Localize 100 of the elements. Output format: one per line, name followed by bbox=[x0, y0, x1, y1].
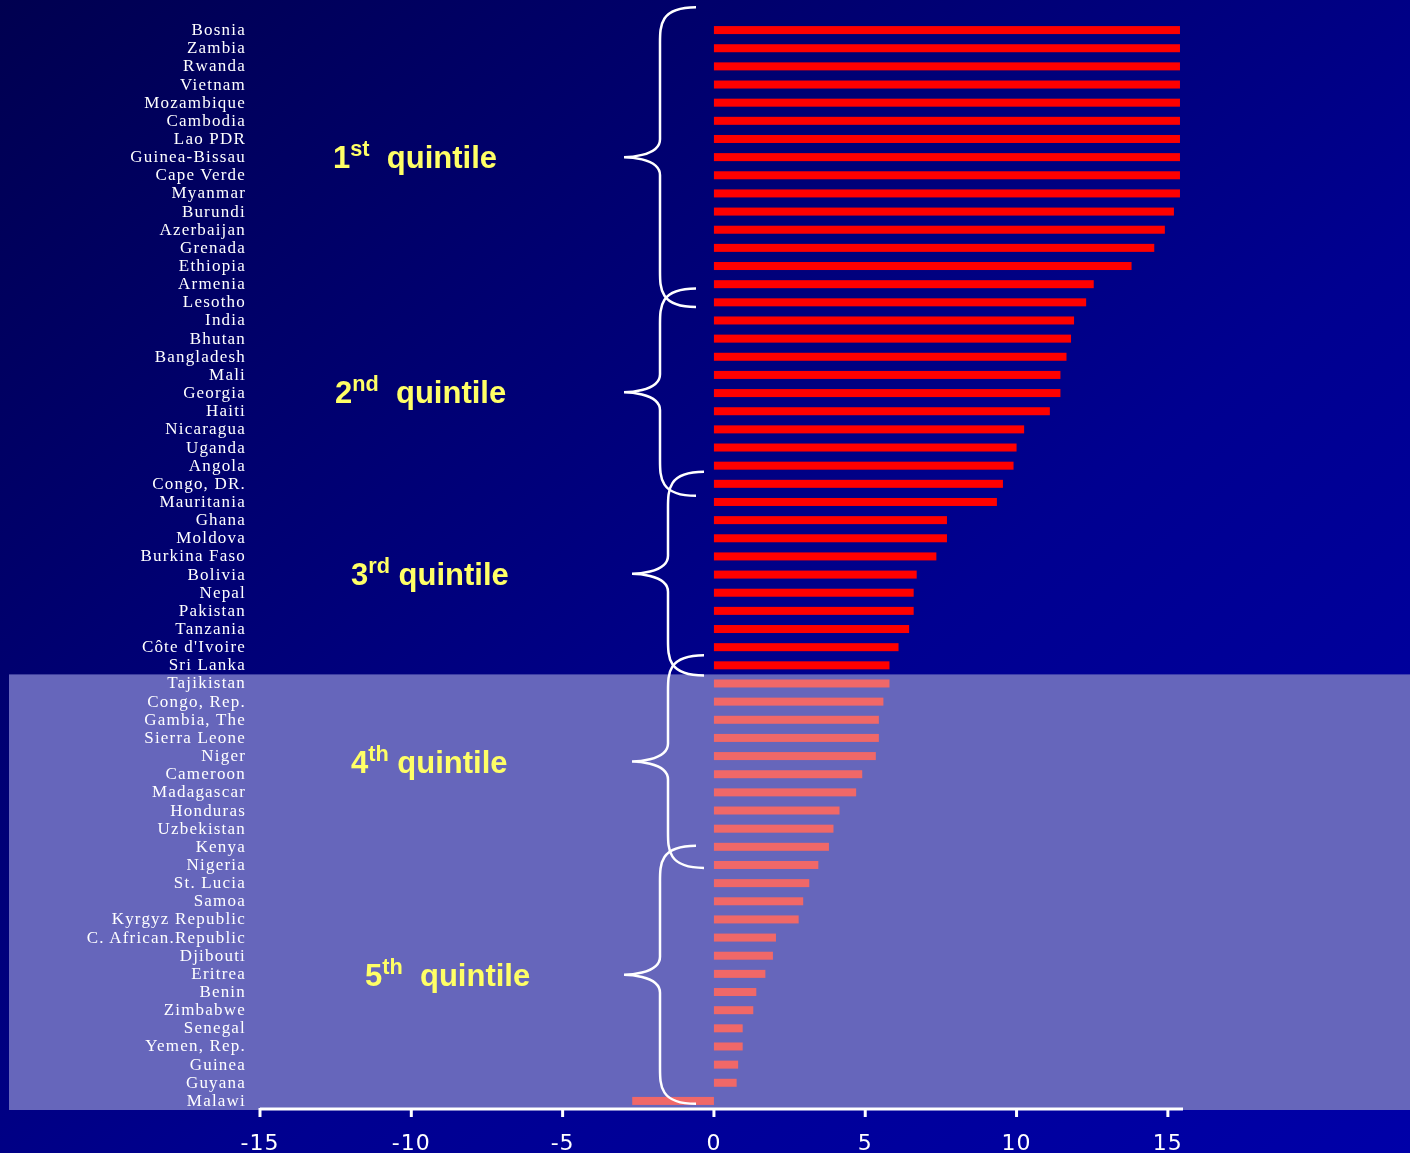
y-tick-label: Benin bbox=[199, 982, 246, 1002]
y-tick-label: Lao PDR bbox=[173, 128, 246, 148]
y-tick-label: Zambia bbox=[186, 38, 246, 58]
bar bbox=[713, 171, 1180, 180]
bar bbox=[713, 860, 819, 869]
y-tick-label: Cameroon bbox=[165, 764, 246, 784]
bar bbox=[713, 389, 1061, 398]
annotation: 2$^{nd}$ quintile bbox=[335, 370, 507, 411]
bar bbox=[713, 262, 1132, 271]
bar bbox=[713, 733, 879, 742]
bar bbox=[713, 824, 834, 833]
y-tick-label: Mali bbox=[209, 364, 246, 384]
y-tick-label: Côte d'Ivoire bbox=[141, 637, 246, 657]
bar bbox=[713, 552, 937, 561]
bar bbox=[713, 897, 804, 906]
y-tick-label: Guinea bbox=[189, 1054, 246, 1074]
y-tick-label: Sri Lanka bbox=[168, 655, 246, 675]
y-tick-label: Rwanda bbox=[183, 56, 246, 76]
bar bbox=[713, 770, 863, 779]
y-tick-label: Bangladesh bbox=[154, 346, 246, 366]
y-tick-label: Haiti bbox=[206, 401, 246, 421]
bar bbox=[713, 497, 997, 506]
bar bbox=[713, 806, 840, 815]
y-tick-label: Azerbaijan bbox=[159, 219, 246, 239]
bar bbox=[713, 443, 1017, 452]
y-tick-label: India bbox=[205, 310, 246, 330]
bar bbox=[713, 588, 914, 597]
y-tick-label: Uzbekistan bbox=[157, 818, 246, 838]
x-tick-label: 10 bbox=[1001, 1130, 1032, 1153]
bar bbox=[713, 1024, 743, 1033]
bar bbox=[713, 679, 890, 688]
bar bbox=[713, 243, 1155, 252]
y-tick-label: Zimbabwe bbox=[163, 1000, 246, 1020]
bar bbox=[713, 697, 884, 706]
y-tick-label: Bolivia bbox=[187, 564, 246, 584]
y-tick-label: Burundi bbox=[181, 201, 246, 221]
bar bbox=[713, 570, 917, 579]
x-tick-label: -10 bbox=[391, 1130, 431, 1153]
y-tick-label: Congo, Rep. bbox=[147, 691, 246, 711]
y-tick-label: Yemen, Rep. bbox=[145, 1036, 246, 1056]
annotation: 5$^{th}$ quintile bbox=[365, 953, 531, 993]
y-tick-label: Guyana bbox=[185, 1072, 246, 1092]
y-tick-label: Armenia bbox=[178, 274, 246, 294]
bar bbox=[713, 879, 810, 888]
annotation: 3$^{rd}$ quintile bbox=[351, 552, 509, 592]
bar bbox=[713, 225, 1165, 234]
y-tick-label: Guinea-Bissau bbox=[130, 147, 246, 167]
y-tick-label: Senegal bbox=[183, 1018, 246, 1038]
y-tick-label: Bosnia bbox=[191, 20, 246, 40]
y-tick-label: Mozambique bbox=[144, 92, 246, 112]
bar bbox=[713, 915, 799, 924]
bar bbox=[713, 606, 914, 615]
bar bbox=[713, 116, 1180, 125]
annotation: 1$^{st}$ quintile bbox=[333, 135, 497, 176]
bar bbox=[713, 298, 1087, 307]
bar bbox=[713, 534, 947, 543]
x-tick-label: 15 bbox=[1152, 1130, 1183, 1153]
y-tick-label: Georgia bbox=[183, 383, 246, 403]
y-tick-label: Tanzania bbox=[175, 619, 246, 639]
annotation: 4$^{th}$ quintile bbox=[351, 740, 508, 780]
bar bbox=[713, 951, 773, 960]
bar bbox=[713, 988, 757, 997]
y-tick-label: C. African.Republic bbox=[86, 927, 246, 947]
y-tick-label: Lesotho bbox=[182, 292, 246, 312]
y-tick-label: Cape Verde bbox=[155, 165, 246, 185]
bar bbox=[713, 1006, 754, 1015]
bar bbox=[713, 661, 890, 670]
y-tick-label: Sierra Leone bbox=[144, 727, 246, 747]
y-tick-label: Tajikistan bbox=[167, 673, 246, 693]
bar bbox=[713, 189, 1180, 198]
bar bbox=[713, 788, 857, 797]
bar bbox=[713, 933, 776, 942]
bar bbox=[713, 98, 1180, 107]
y-tick-label: Honduras bbox=[170, 800, 246, 820]
y-tick-label: Niger bbox=[201, 746, 246, 766]
bar bbox=[713, 26, 1180, 35]
y-tick-label: Moldova bbox=[176, 528, 246, 548]
y-tick-label: Nicaragua bbox=[165, 419, 246, 439]
y-tick-label: Vietnam bbox=[180, 74, 246, 94]
bar bbox=[713, 425, 1025, 434]
bar bbox=[713, 80, 1180, 89]
bar bbox=[713, 715, 879, 724]
x-tick-label: 5 bbox=[857, 1130, 873, 1153]
y-tick-label: Samoa bbox=[193, 891, 246, 911]
y-tick-label: Kenya bbox=[195, 836, 246, 856]
bar bbox=[713, 153, 1180, 162]
y-tick-label: Burkina Faso bbox=[140, 546, 246, 566]
bar bbox=[713, 280, 1094, 289]
bar bbox=[713, 625, 910, 634]
bar bbox=[713, 1042, 743, 1051]
x-tick-label: 0 bbox=[706, 1130, 722, 1153]
y-tick-label: Myanmar bbox=[171, 183, 246, 203]
y-tick-label: Kyrgyz Republic bbox=[111, 909, 246, 929]
bar bbox=[713, 1060, 739, 1069]
bar bbox=[713, 134, 1180, 143]
bar bbox=[713, 44, 1180, 53]
bar bbox=[713, 752, 876, 761]
x-tick-label: -5 bbox=[550, 1130, 575, 1153]
bar bbox=[713, 407, 1050, 416]
bar bbox=[713, 334, 1072, 343]
